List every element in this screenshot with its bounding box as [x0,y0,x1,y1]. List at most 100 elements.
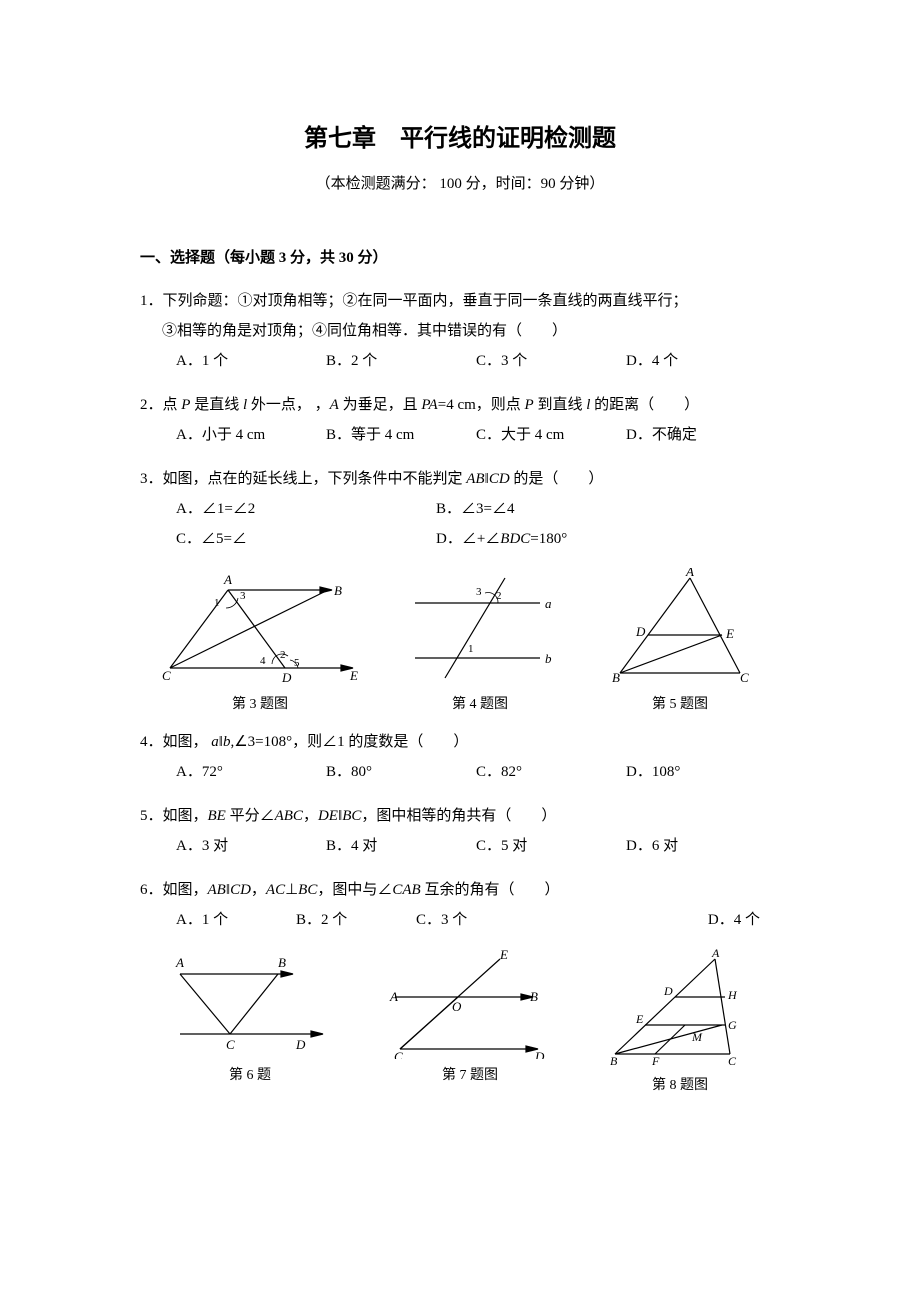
q5-opt-a: A．3 对 [176,831,326,861]
fig7-caption: 第 7 题图 [380,1065,560,1087]
q2-P2: P [525,397,534,413]
q6-seg-d: ⊥ [285,882,298,898]
svg-text:A: A [711,949,720,960]
svg-text:4: 4 [260,655,266,667]
q4-text: 4．如图， a‖b,∠3=108°，则∠1 的度数是（ ） [140,727,780,757]
q6-BC: BC [298,882,317,898]
q6-CAB: CAB [392,882,420,898]
question-4: 4．如图， a‖b,∠3=108°，则∠1 的度数是（ ） A．72° B．80… [140,727,780,787]
figure-7-svg: A B C D E O [380,949,560,1059]
section-1-header: 一、选择题（每小题 3 分，共 30 分） [140,246,780,270]
q3-seg-c: 的是（ ） [510,471,604,487]
q5-opt-c: C．5 对 [476,831,626,861]
figure-3-svg: A B C D E 1 3 4 2 5 [160,568,360,688]
svg-text:1: 1 [214,597,220,609]
svg-text:b: b [545,651,552,666]
q3-AB: AB [466,471,484,487]
q1-opt-d: D．4 个 [626,346,776,376]
page-subtitle: （本检测题满分： 100 分，时间：90 分钟） [140,172,780,196]
q6-CD: CD [230,882,251,898]
svg-text:D: D [663,984,673,998]
q5-seg-c: ， [303,808,318,824]
svg-text:1: 1 [468,643,474,655]
q5-ABC: ABC [275,808,303,824]
svg-text:C: C [162,668,171,683]
q6-AC: AC [266,882,285,898]
q2-seg-g: 的距离（ ） [590,397,699,413]
question-5: 5．如图，BE 平分∠ABC，DE‖BC，图中相等的角共有（ ） A．3 对 B… [140,801,780,861]
q3-opt-a: A．∠1=∠2 [176,494,436,524]
q2-seg-b: 是直线 [190,397,243,413]
q4-opt-b: B．80° [326,757,476,787]
q6-AB: AB [208,882,226,898]
q6-opt-d: D．4 个 [708,905,780,935]
q5-BC: BC [342,808,361,824]
q2-seg-d: 为垂足，且 [339,397,422,413]
q4-seg-a: 4．如图， [140,734,211,750]
figure-3: A B C D E 1 3 4 2 5 第 3 题图 [160,568,360,716]
svg-text:D: D [295,1037,306,1052]
q2-opt-d: D．不确定 [626,420,776,450]
svg-text:5: 5 [294,657,300,669]
q4-opt-a: A．72° [176,757,326,787]
figure-6: A B C D 第 6 题 [160,949,340,1097]
q2-seg-c: 外一点， ， [247,397,330,413]
page-title: 第七章 平行线的证明检测题 [140,120,780,158]
q3-CD: CD [489,471,510,487]
q2-seg-e: =4 cm，则点 [438,397,525,413]
q6-seg-a: 6．如图， [140,882,208,898]
q6-seg-c: ， [251,882,266,898]
q1-opt-b: B．2 个 [326,346,476,376]
svg-text:C: C [740,670,749,685]
q2-PA: PA [421,397,437,413]
fig5-caption: 第 5 题图 [600,694,760,716]
svg-text:E: E [349,668,358,683]
q5-seg-a: 5．如图， [140,808,208,824]
q2-seg-a: 2．点 [140,397,181,413]
figure-8: A B C D E F G H M 第 8 题图 [600,949,760,1097]
svg-text:E: E [635,1012,644,1026]
q3-options: A．∠1=∠2 B．∠3=∠4 C．∠5=∠ D．∠+∠BDC=180° [140,494,780,554]
q5-BE: BE [208,808,226,824]
q2-A: A [330,397,339,413]
svg-text:A: A [685,568,694,579]
q6-text: 6．如图，AB‖CD，AC⊥BC，图中与∠CAB 互余的角有（ ） [140,875,780,905]
q3-opt-d: D．∠+∠BDC=180° [436,524,567,554]
svg-text:A: A [175,955,184,970]
svg-text:B: B [610,1054,618,1068]
q4-a: a [211,734,219,750]
figure-6-svg: A B C D [160,949,340,1059]
q5-text: 5．如图，BE 平分∠ABC，DE‖BC，图中相等的角共有（ ） [140,801,780,831]
svg-text:F: F [651,1054,660,1068]
svg-text:D: D [635,624,646,639]
fig3-caption: 第 3 题图 [160,694,360,716]
q2-opt-a: A．小于 4 cm [176,420,326,450]
q1-line2: ③相等的角是对顶角；④同位角相等．其中错误的有（ ） [140,316,780,346]
svg-text:B: B [612,670,620,685]
svg-text:O: O [452,999,462,1014]
svg-text:E: E [725,626,734,641]
q5-DE: DE [318,808,338,824]
q2-opt-b: B．等于 4 cm [326,420,476,450]
q5-opt-b: B．4 对 [326,831,476,861]
svg-text:B: B [278,955,286,970]
svg-text:A: A [389,989,398,1004]
question-2: 2．点 P 是直线 l 外一点， ，A 为垂足，且 PA=4 cm，则点 P 到… [140,390,780,450]
svg-text:3: 3 [240,590,246,602]
svg-text:2: 2 [280,649,286,661]
figure-5: A B C D E 第 5 题图 [600,568,760,716]
q1-opt-a: A．1 个 [176,346,326,376]
q6-opt-b: B．2 个 [296,905,416,935]
q3-opt-d-a: D．∠+∠ [436,531,500,547]
svg-text:A: A [223,572,232,587]
fig8-caption: 第 8 题图 [600,1075,760,1097]
q6-opt-c: C．3 个 [416,905,536,935]
q2-opt-c: C．大于 4 cm [476,420,626,450]
figure-4-svg: a b 3 2 1 [400,568,560,688]
question-6: 6．如图，AB‖CD，AC⊥BC，图中与∠CAB 互余的角有（ ） A．1 个 … [140,875,780,935]
q1-line1: 1．下列命题：①对顶角相等；②在同一平面内，垂直于同一条直线的两直线平行； [140,286,780,316]
q3-BDC: BDC [500,531,530,547]
fig6-caption: 第 6 题 [160,1065,340,1087]
svg-text:C: C [394,1049,403,1059]
figure-5-svg: A B C D E [600,568,760,688]
